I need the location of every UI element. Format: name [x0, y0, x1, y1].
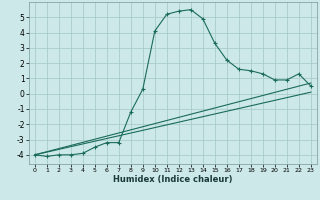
X-axis label: Humidex (Indice chaleur): Humidex (Indice chaleur)	[113, 175, 233, 184]
